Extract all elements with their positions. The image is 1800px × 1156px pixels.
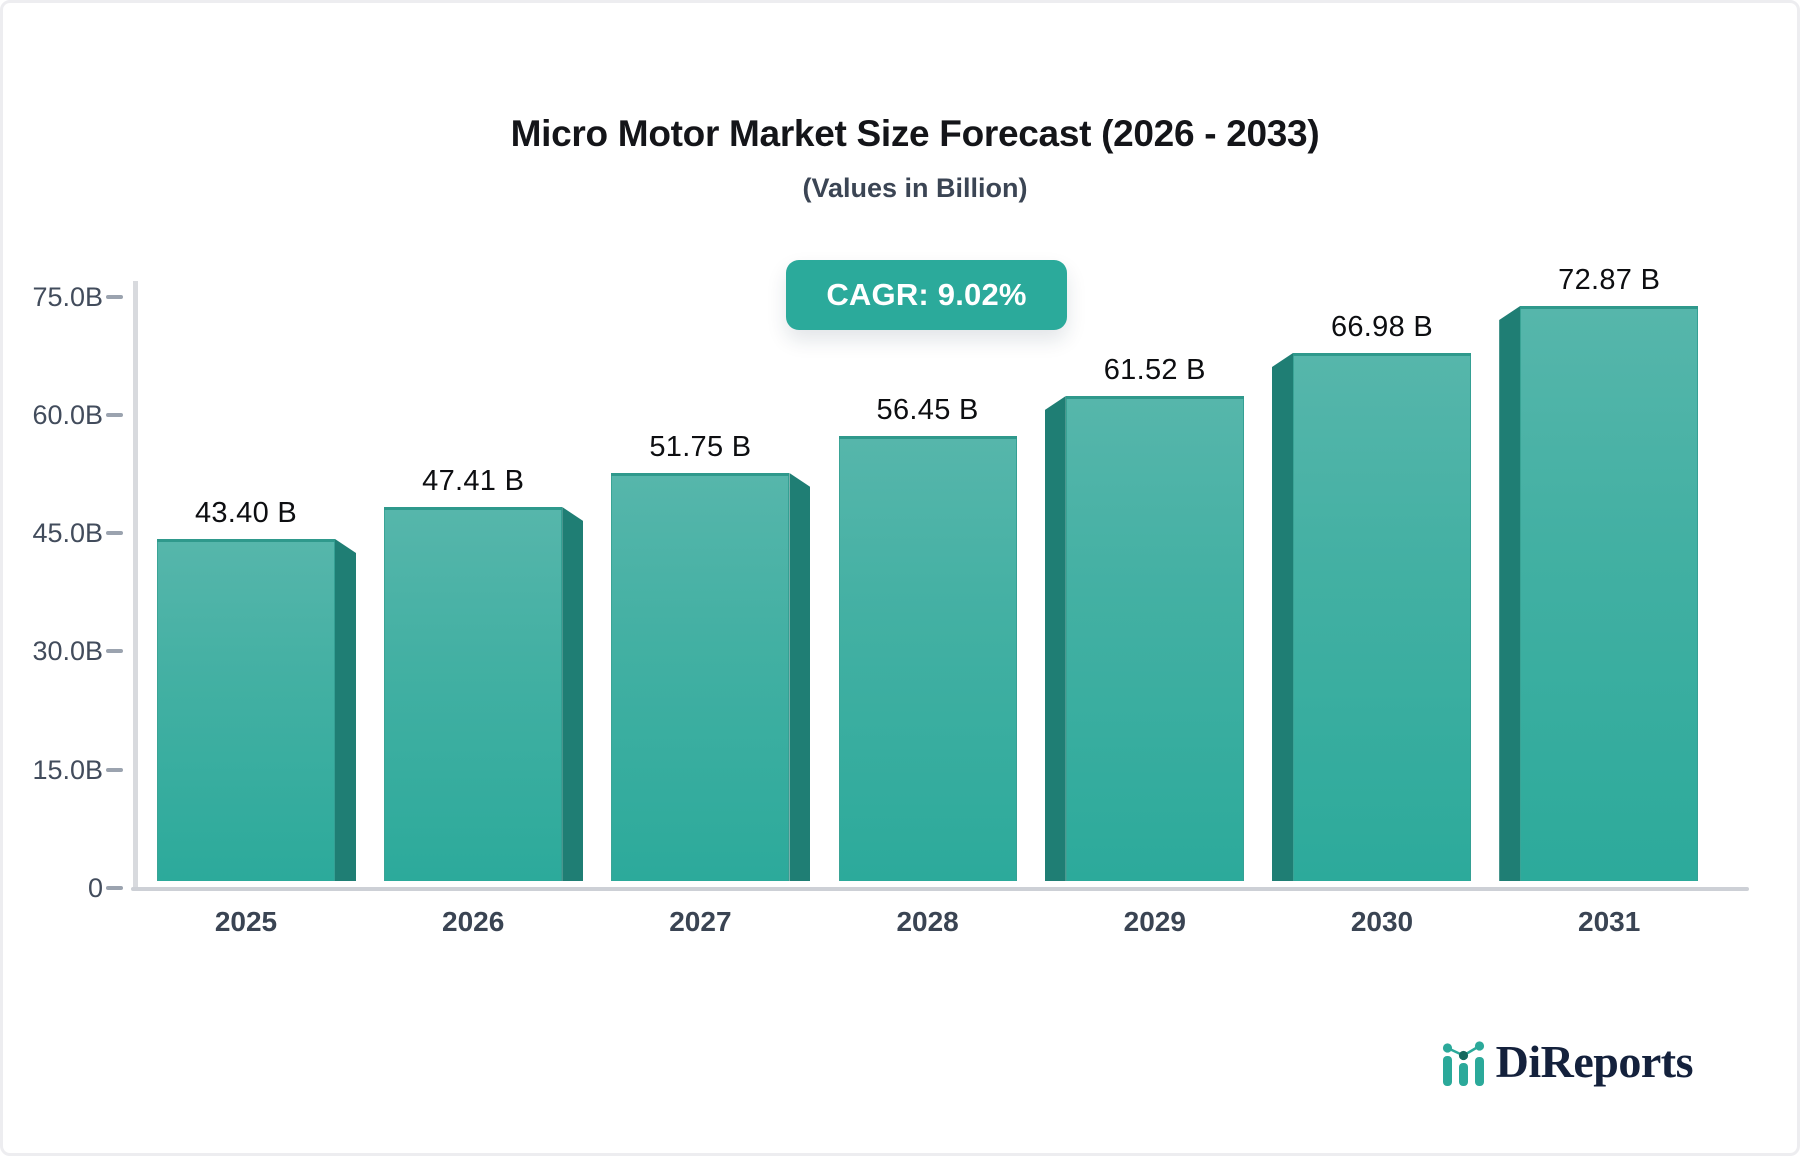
bar-side (789, 473, 811, 881)
bar-side (1044, 396, 1066, 881)
bar-side (562, 507, 584, 881)
logo-text: DiReports (1495, 1036, 1694, 1087)
bar-value-label: 43.40 B (194, 497, 298, 529)
bar-side (335, 539, 356, 881)
bar (384, 507, 563, 881)
bar (1293, 353, 1471, 881)
y-tick-label: 30.0B (32, 636, 103, 667)
bar-side (1499, 306, 1521, 881)
cagr-badge: CAGR: 9.02% (786, 260, 1067, 330)
y-tick-mark (106, 886, 123, 890)
x-tick-label: 2026 (442, 906, 505, 937)
y-tick-mark (106, 531, 123, 536)
x-axis-baseline (131, 887, 1749, 891)
bar-value-label: 51.75 B (649, 431, 752, 463)
bar-value-label: 72.87 B (1558, 264, 1661, 296)
bar-line-chart-icon (1442, 1040, 1484, 1086)
y-tick-label: 60.0B (32, 399, 103, 430)
y-tick-label: 15.0B (32, 754, 103, 785)
y-tick-label: 75.0B (32, 281, 103, 312)
bar-value-label: 61.52 B (1103, 354, 1206, 386)
direports-logo: DiReports (1442, 1035, 1694, 1088)
x-tick-label: 2028 (896, 906, 959, 937)
bar-side (1272, 353, 1293, 881)
x-tick-label: 2025 (214, 906, 278, 937)
bar (611, 473, 790, 881)
y-tick-mark (106, 767, 123, 772)
y-tick-mark (106, 649, 123, 654)
bar-value-label: 56.45 B (876, 394, 979, 426)
y-tick-label: 0 (87, 873, 103, 903)
chart-subtitle: (Values in Billion) (802, 173, 1028, 203)
y-tick-mark (106, 294, 123, 299)
bar-value-label: 47.41 B (422, 465, 525, 497)
y-tick-label: 45.0B (32, 518, 103, 549)
y-axis-line (133, 281, 138, 891)
x-tick-label: 2030 (1350, 906, 1414, 937)
bar (157, 539, 335, 881)
cagr-badge-label: CAGR: 9.02% (826, 277, 1027, 312)
x-tick-label: 2031 (1578, 906, 1641, 937)
x-tick-label: 2029 (1123, 906, 1186, 937)
y-tick-mark (106, 412, 123, 417)
chart-title: Micro Motor Market Size Forecast (2026 -… (510, 113, 1320, 154)
bar (838, 436, 1017, 881)
bar (1065, 396, 1244, 881)
x-tick-label: 2027 (669, 906, 732, 937)
bar (1520, 306, 1699, 881)
bar-value-label: 66.98 B (1330, 311, 1434, 343)
